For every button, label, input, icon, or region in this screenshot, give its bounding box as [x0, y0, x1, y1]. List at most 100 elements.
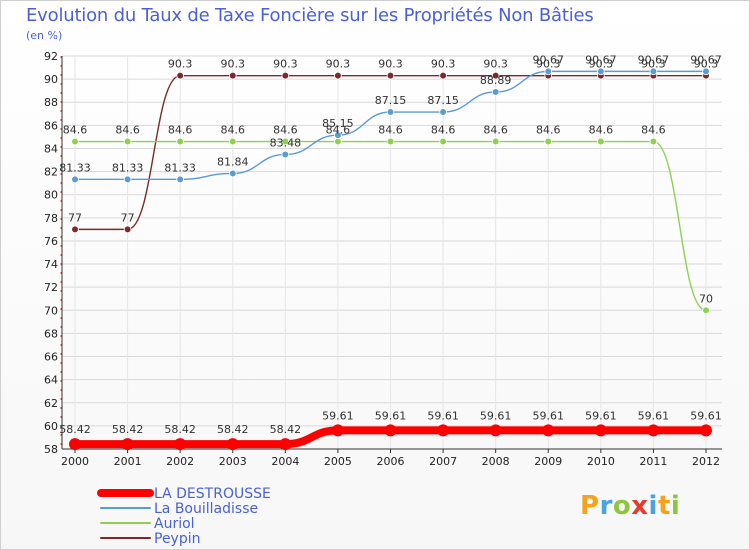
data-label-layer: 77 77 90.3 90.3 90.3 90.3 90.3 90.3 90.3 90.3 90.3…	[59, 53, 722, 436]
data-point	[228, 169, 237, 178]
data-label: 84.6	[536, 124, 561, 137]
data-point	[228, 71, 237, 80]
data-point	[334, 137, 342, 146]
y-tick-label: 60	[44, 420, 58, 433]
series-layer	[69, 67, 712, 451]
data-label: 59.61	[375, 409, 407, 422]
data-label: 90.3	[378, 58, 403, 71]
data-point	[279, 438, 292, 451]
data-label: 84.6	[326, 124, 351, 137]
data-label: 87.15	[375, 94, 407, 107]
y-tick-label: 62	[44, 397, 58, 410]
data-point	[123, 175, 132, 184]
data-label: 59.61	[480, 409, 512, 422]
data-point	[491, 88, 500, 96]
data-label: 81.33	[59, 161, 91, 174]
data-point	[71, 225, 79, 234]
data-label: 90.3	[589, 58, 614, 71]
data-point	[491, 71, 500, 80]
data-point	[597, 67, 605, 76]
data-point	[386, 71, 395, 80]
data-label: 81.33	[112, 161, 144, 174]
y-tick-label: 88	[44, 96, 58, 109]
y-tick-label: 68	[44, 327, 58, 340]
data-point	[491, 137, 500, 146]
data-label: 58.42	[164, 423, 196, 436]
x-tick-label: 2000	[61, 455, 89, 468]
data-label: 90.3	[326, 58, 351, 71]
data-label: 70	[699, 292, 713, 305]
data-point	[384, 424, 397, 437]
data-label: 90.67	[638, 53, 670, 66]
data-label: 84.6	[115, 124, 140, 137]
data-label: 58.42	[217, 423, 249, 436]
y-axis-unit-label: (en %)	[26, 29, 63, 42]
data-point	[439, 137, 447, 146]
data-point	[123, 225, 132, 234]
data-label: 84.6	[63, 124, 88, 137]
legend-label: La Bouilladisse	[154, 501, 258, 517]
data-label: 84.6	[168, 124, 193, 137]
axis-layer: 58 60 62 64 66 68 70 72 74 76 78 80 82 84 86 88 90 92 2000…	[44, 50, 722, 468]
data-label: 83.48	[270, 136, 302, 149]
y-tick-label: 92	[44, 50, 58, 63]
data-label: 84.6	[641, 124, 666, 137]
x-tick-label: 2002	[166, 455, 194, 468]
data-label: 88.89	[480, 74, 512, 87]
data-point	[544, 137, 553, 146]
y-tick-label: 78	[44, 212, 58, 225]
logo-letter: P	[580, 491, 600, 521]
x-tick-label: 2005	[324, 455, 352, 468]
data-point	[334, 131, 342, 139]
legend-label: Auriol	[154, 516, 195, 532]
data-label: 84.6	[483, 124, 508, 137]
data-point	[71, 137, 79, 146]
data-point	[174, 438, 187, 451]
data-point	[334, 71, 342, 80]
y-tick-label: 90	[44, 73, 58, 86]
data-point	[489, 424, 502, 437]
data-point	[386, 108, 395, 116]
data-point	[176, 137, 184, 146]
data-point	[121, 438, 134, 451]
y-tick-label: 58	[44, 443, 58, 456]
data-label: 90.3	[641, 58, 666, 71]
data-label: 59.61	[638, 409, 670, 422]
data-point	[281, 150, 290, 159]
data-point	[176, 175, 184, 184]
data-point	[123, 137, 132, 146]
data-label: 90.3	[483, 58, 508, 71]
data-label: 59.61	[585, 409, 617, 422]
grid-layer	[62, 55, 722, 450]
data-label: 77	[68, 211, 82, 224]
data-point	[281, 71, 290, 80]
x-tick-label: 2007	[429, 455, 457, 468]
x-tick-label: 2006	[377, 455, 405, 468]
data-label: 85.15	[322, 117, 354, 130]
data-label: 84.6	[589, 124, 614, 137]
data-point	[702, 67, 710, 76]
data-label: 84.6	[221, 124, 246, 137]
y-tick-label: 86	[44, 119, 58, 132]
data-label: 90.67	[690, 53, 722, 66]
y-tick-label: 80	[44, 189, 58, 202]
data-point	[702, 306, 710, 315]
chart-title: Evolution du Taux de Taxe Foncière sur l…	[26, 5, 594, 26]
y-tick-label: 70	[44, 304, 58, 317]
legend-label: Peypin	[154, 531, 201, 547]
logo-letter: r	[599, 491, 613, 521]
data-point	[649, 137, 658, 146]
data-point	[649, 67, 658, 76]
data-label: 59.61	[533, 409, 565, 422]
data-label: 90.3	[273, 58, 298, 71]
data-label: 90.67	[533, 53, 565, 66]
x-tick-label: 2010	[587, 455, 615, 468]
x-tick-label: 2001	[114, 455, 142, 468]
data-point	[594, 424, 607, 437]
data-point	[386, 137, 395, 146]
x-tick-label: 2012	[692, 455, 720, 468]
y-tick-label: 74	[44, 258, 58, 271]
